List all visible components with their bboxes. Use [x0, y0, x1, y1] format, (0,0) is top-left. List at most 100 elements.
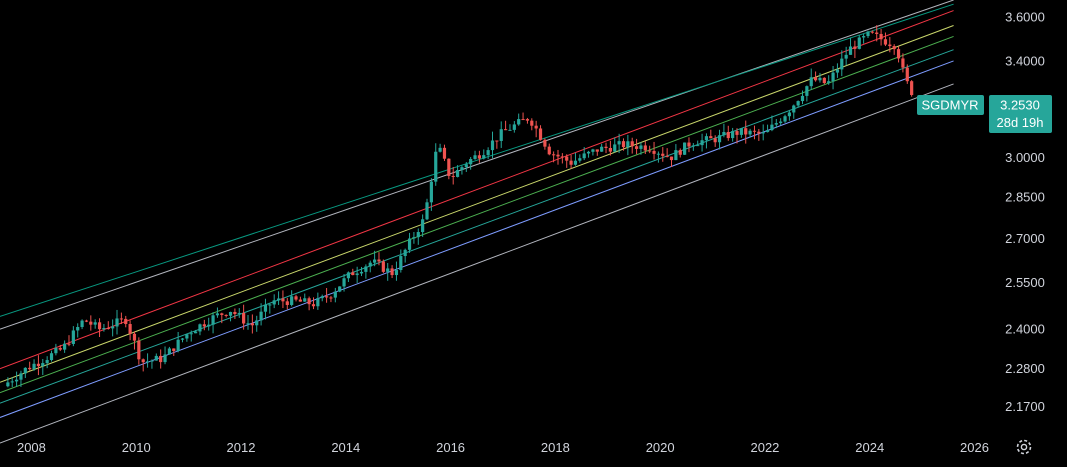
- candle[interactable]: [744, 120, 748, 144]
- candle[interactable]: [97, 318, 102, 337]
- candle[interactable]: [805, 85, 809, 102]
- candle[interactable]: [717, 129, 722, 150]
- candle[interactable]: [294, 294, 298, 302]
- candle[interactable]: [543, 138, 547, 150]
- candle[interactable]: [403, 248, 407, 263]
- candle[interactable]: [311, 297, 316, 310]
- candle[interactable]: [525, 117, 530, 124]
- candle[interactable]: [338, 286, 342, 293]
- candle[interactable]: [713, 135, 717, 147]
- candle[interactable]: [237, 308, 241, 318]
- candle[interactable]: [207, 317, 211, 331]
- candle[interactable]: [761, 124, 765, 141]
- candle[interactable]: [180, 337, 185, 343]
- candle[interactable]: [495, 140, 499, 149]
- candle[interactable]: [84, 319, 89, 323]
- candle[interactable]: [796, 100, 800, 108]
- candle[interactable]: [879, 29, 883, 46]
- candle[interactable]: [364, 264, 368, 279]
- candle[interactable]: [870, 30, 874, 34]
- candle[interactable]: [608, 140, 612, 156]
- candle[interactable]: [573, 152, 578, 166]
- candle[interactable]: [58, 344, 62, 352]
- candle[interactable]: [499, 121, 503, 148]
- candle[interactable]: [783, 114, 787, 123]
- candle[interactable]: [896, 46, 901, 63]
- candle[interactable]: [556, 149, 560, 165]
- candle[interactable]: [848, 37, 853, 55]
- candle[interactable]: [14, 371, 19, 387]
- candle[interactable]: [189, 330, 193, 342]
- candle[interactable]: [377, 252, 381, 266]
- candle[interactable]: [359, 266, 364, 277]
- candle[interactable]: [351, 268, 355, 276]
- candle[interactable]: [691, 143, 695, 151]
- candle[interactable]: [853, 40, 857, 58]
- candle[interactable]: [394, 261, 399, 281]
- candle[interactable]: [669, 156, 674, 168]
- candle[interactable]: [167, 346, 172, 355]
- candle[interactable]: [124, 315, 128, 328]
- candle[interactable]: [281, 290, 285, 309]
- candle[interactable]: [875, 25, 879, 42]
- candle[interactable]: [892, 44, 896, 55]
- candle[interactable]: [36, 355, 41, 376]
- candle[interactable]: [643, 141, 647, 155]
- candle[interactable]: [674, 144, 678, 161]
- candle[interactable]: [582, 147, 586, 161]
- candle[interactable]: [639, 142, 643, 155]
- candle[interactable]: [128, 320, 132, 341]
- candle[interactable]: [438, 143, 442, 153]
- candle[interactable]: [324, 288, 329, 303]
- candle[interactable]: [774, 118, 778, 129]
- candle[interactable]: [429, 178, 433, 211]
- candle[interactable]: [813, 71, 818, 82]
- candle[interactable]: [595, 149, 599, 156]
- candle[interactable]: [770, 115, 774, 132]
- candle[interactable]: [154, 353, 158, 361]
- candle[interactable]: [268, 303, 272, 314]
- candle[interactable]: [298, 296, 302, 302]
- candle[interactable]: [709, 129, 713, 139]
- candle[interactable]: [656, 151, 661, 163]
- candle[interactable]: [696, 140, 700, 147]
- candle[interactable]: [530, 118, 534, 131]
- candle[interactable]: [381, 259, 385, 274]
- candle[interactable]: [10, 377, 14, 388]
- candle[interactable]: [490, 131, 495, 159]
- candle[interactable]: [211, 312, 215, 334]
- candle[interactable]: [512, 121, 516, 133]
- candle[interactable]: [23, 367, 27, 378]
- candle[interactable]: [661, 147, 665, 162]
- candle[interactable]: [368, 260, 372, 273]
- candle[interactable]: [451, 166, 455, 185]
- candle[interactable]: [119, 312, 123, 325]
- candle[interactable]: [613, 137, 617, 153]
- candle[interactable]: [93, 319, 97, 329]
- candle[interactable]: [600, 143, 604, 152]
- gear-icon[interactable]: [1016, 439, 1032, 455]
- candle[interactable]: [346, 271, 351, 282]
- candle[interactable]: [473, 150, 477, 160]
- candle[interactable]: [386, 263, 390, 281]
- candle[interactable]: [634, 138, 639, 155]
- candle[interactable]: [617, 133, 621, 154]
- candle[interactable]: [320, 294, 324, 302]
- candle[interactable]: [41, 358, 45, 375]
- candle[interactable]: [866, 30, 870, 39]
- candle[interactable]: [586, 150, 591, 158]
- candle[interactable]: [416, 228, 420, 245]
- candle[interactable]: [329, 295, 333, 303]
- candle[interactable]: [508, 124, 512, 131]
- candle[interactable]: [591, 148, 595, 156]
- candle[interactable]: [250, 314, 254, 334]
- candle[interactable]: [194, 329, 198, 334]
- candle[interactable]: [233, 308, 237, 319]
- candle[interactable]: [63, 340, 67, 353]
- candle[interactable]: [552, 151, 556, 163]
- candle[interactable]: [482, 149, 486, 160]
- candle[interactable]: [809, 68, 813, 90]
- candle[interactable]: [132, 331, 137, 350]
- candle[interactable]: [276, 291, 281, 305]
